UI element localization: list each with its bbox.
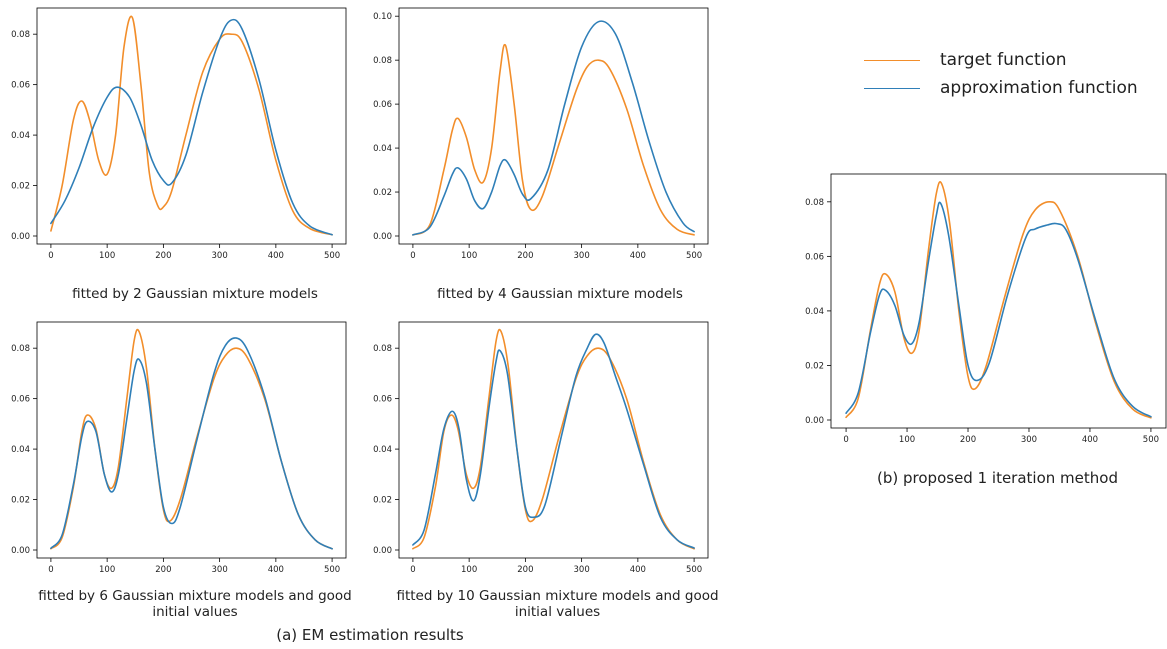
axes-frame: [36, 7, 347, 245]
series-line-target: [50, 15, 333, 236]
legend-swatch-approximation: [864, 88, 920, 89]
x-tick-label: 300: [1021, 435, 1037, 445]
legend-entry-target: target function: [862, 48, 1162, 72]
caption-em6: fitted by 6 Gaussian mixture models and …: [38, 588, 352, 620]
y-tick-label: 0.02: [373, 496, 392, 506]
y-tick-label: 0.02: [373, 188, 392, 198]
series-line-target: [412, 43, 695, 236]
y-tick-label: 0.00: [11, 546, 30, 556]
x-tick-label: 200: [517, 565, 533, 575]
caption-group-b: (b) proposed 1 iteration method: [877, 469, 1118, 487]
y-tick-label: 0.00: [373, 546, 392, 556]
x-tick-label: 300: [574, 251, 590, 261]
series-line-approximation: [845, 201, 1152, 418]
chart-svg-proposed: 0 100 200 300 400 500 0.00 0.02 0.04 0.06 0.08: [805, 173, 1167, 445]
x-tick-label: 500: [686, 565, 702, 575]
legend-label-target: target function: [940, 50, 1067, 70]
chart-panel-em2: 0 100 200 300 400 500 0.00 0.02 0.04 0.06 0.08: [0, 0, 360, 270]
x-tick-label: 0: [48, 565, 53, 575]
y-tick-label: 0.06: [373, 100, 392, 110]
series-line-approximation: [50, 18, 333, 236]
series-line-approximation: [50, 337, 333, 550]
x-tick-label: 100: [899, 435, 915, 445]
series-line-approximation: [412, 20, 695, 236]
x-tick-label: 500: [324, 565, 340, 575]
x-tick-label: 500: [1143, 435, 1159, 445]
x-tick-label: 500: [686, 251, 702, 261]
caption-group-a: (a) EM estimation results: [276, 626, 464, 644]
x-tick-label: 0: [843, 435, 848, 445]
x-tick-label: 200: [517, 251, 533, 261]
series-line-approximation: [412, 333, 695, 549]
chart-svg-em10: 0 100 200 300 400 500 0.00 0.02 0.04 0.06 0.08: [373, 321, 709, 575]
caption-em4: fitted by 4 Gaussian mixture models: [437, 286, 683, 302]
x-tick-label: 300: [212, 251, 228, 261]
x-tick-label: 100: [99, 251, 115, 261]
y-tick-label: 0.04: [373, 445, 392, 455]
y-tick-label: 0.04: [805, 307, 824, 317]
axes-frame: [36, 321, 347, 559]
y-tick-label: 0.06: [373, 395, 392, 405]
y-tick-label: 0.04: [11, 445, 30, 455]
x-tick-label: 0: [410, 565, 415, 575]
axes-frame: [830, 173, 1167, 429]
chart-svg-em4: 0 100 200 300 400 500 0.00 0.02 0.04 0.06 0.08 0.10: [373, 7, 709, 261]
y-tick-label: 0.00: [805, 416, 824, 426]
x-tick-label: 400: [1082, 435, 1098, 445]
x-tick-label: 400: [630, 251, 646, 261]
chart-svg-em6: 0 100 200 300 400 500 0.00 0.02 0.04 0.06 0.08: [11, 321, 347, 575]
x-tick-label: 0: [48, 251, 53, 261]
x-tick-label: 400: [268, 565, 284, 575]
chart-panel-em4: 0 100 200 300 400 500 0.00 0.02 0.04 0.06 0.08 0.10: [0, 0, 730, 270]
y-tick-label: 0.00: [11, 232, 30, 242]
y-tick-label: 0.08: [11, 30, 30, 40]
axes-frame: [398, 321, 709, 559]
y-tick-label: 0.06: [805, 252, 824, 262]
axes-frame: [398, 7, 709, 245]
caption-em10: fitted by 10 Gaussian mixture models and…: [396, 588, 719, 620]
legend-entry-approximation: approximation function: [862, 76, 1162, 100]
x-tick-label: 500: [324, 251, 340, 261]
y-tick-label: 0.00: [373, 232, 392, 242]
x-tick-label: 0: [410, 251, 415, 261]
x-tick-label: 100: [461, 251, 477, 261]
y-tick-label: 0.02: [11, 496, 30, 506]
x-tick-label: 100: [99, 565, 115, 575]
y-tick-label: 0.06: [11, 81, 30, 91]
chart-svg-em2: 0 100 200 300 400 500 0.00 0.02 0.04 0.06 0.08: [11, 7, 347, 261]
y-tick-label: 0.08: [373, 344, 392, 354]
x-tick-label: 300: [574, 565, 590, 575]
chart-panel-em10: 0 100 200 300 400 500 0.00 0.02 0.04 0.06 0.08: [373, 321, 709, 575]
y-tick-label: 0.04: [11, 131, 30, 141]
chart-legend: target function approximation function: [862, 46, 1162, 106]
legend-label-approximation: approximation function: [940, 78, 1138, 98]
x-tick-label: 100: [461, 565, 477, 575]
x-tick-label: 400: [630, 565, 646, 575]
y-tick-label: 0.08: [11, 344, 30, 354]
y-tick-label: 0.10: [373, 12, 392, 22]
x-tick-label: 400: [268, 251, 284, 261]
y-tick-label: 0.02: [805, 361, 824, 371]
y-tick-label: 0.08: [805, 198, 824, 208]
x-tick-label: 200: [155, 251, 171, 261]
legend-swatch-target: [864, 60, 920, 61]
y-tick-label: 0.06: [11, 395, 30, 405]
x-tick-label: 200: [155, 565, 171, 575]
y-tick-label: 0.02: [11, 182, 30, 192]
y-tick-label: 0.08: [373, 56, 392, 66]
y-tick-label: 0.04: [373, 144, 392, 154]
chart-panel-proposed: 0 100 200 300 400 500 0.00 0.02 0.04 0.06 0.08: [805, 173, 1167, 445]
x-tick-label: 200: [960, 435, 976, 445]
caption-em2: fitted by 2 Gaussian mixture models: [72, 286, 318, 302]
chart-panel-em6: 0 100 200 300 400 500 0.00 0.02 0.04 0.06 0.08: [0, 0, 360, 590]
x-tick-label: 300: [212, 565, 228, 575]
